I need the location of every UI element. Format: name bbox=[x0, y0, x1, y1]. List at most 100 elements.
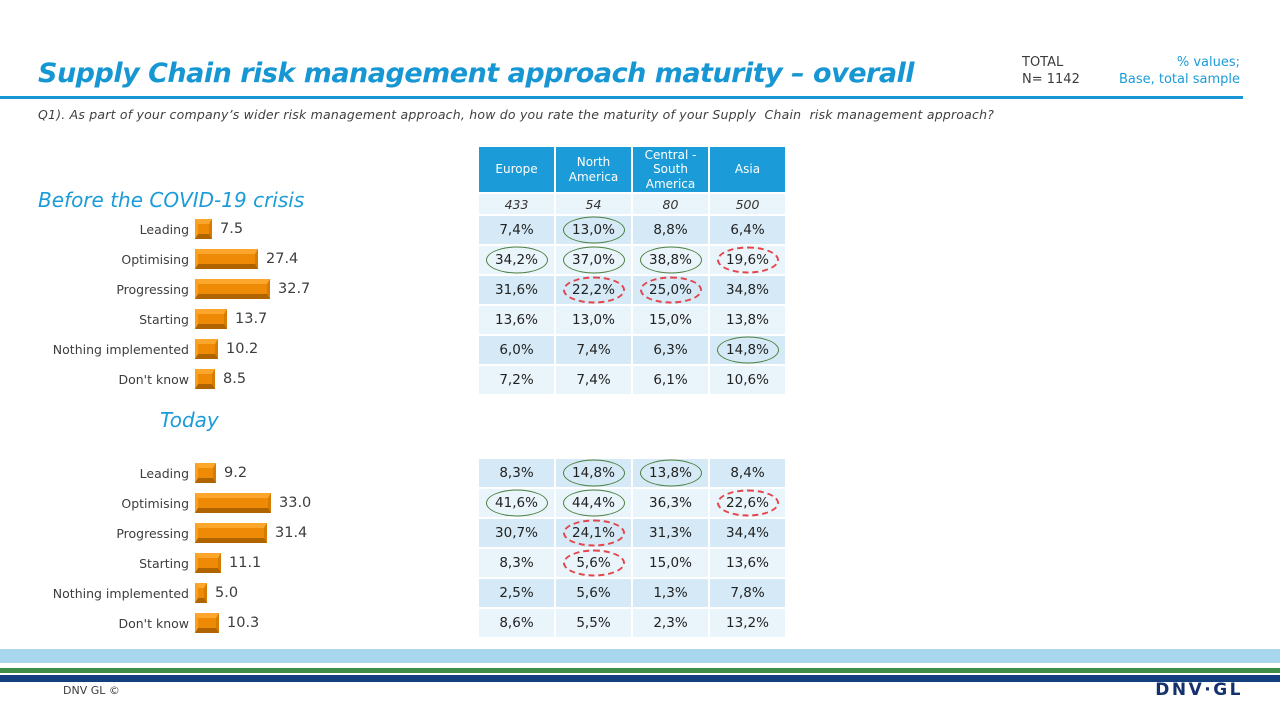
region-table-today: 8,3% 14,8% 13,8% 8,4% 41,6% 44,4% 36,3% 22,6% 30… bbox=[477, 457, 787, 639]
chart-row: Don't know 8.5 bbox=[38, 364, 468, 394]
percentage-value: 7,4% bbox=[576, 372, 611, 389]
title-underline bbox=[0, 96, 1243, 99]
table-row: 41,6% 44,4% 36,3% 22,6% bbox=[479, 489, 785, 517]
percentage-cell: 7,4% bbox=[479, 216, 554, 245]
percentage-cell: 2,3% bbox=[633, 609, 708, 637]
percentage-value: 10,6% bbox=[726, 372, 769, 389]
chart-row: Optimising 33.0 bbox=[38, 488, 468, 518]
percentage-cell: 8,4% bbox=[710, 459, 785, 487]
bar-value-label: 13.7 bbox=[235, 311, 268, 327]
bar-value-label: 27.4 bbox=[266, 251, 299, 267]
page-title: Supply Chain risk management approach ma… bbox=[38, 58, 915, 89]
percentage-cell: 31,6% bbox=[479, 276, 554, 305]
percentage-cell: 13,6% bbox=[479, 306, 554, 335]
percentage-cell: 41,6% bbox=[479, 489, 554, 517]
percentage-value: 7,8% bbox=[730, 585, 765, 601]
table-row: 7,4% 13,0% 8,8% 6,4% bbox=[479, 216, 785, 245]
table-row: 31,6% 22,2% 25,0% 34,8% bbox=[479, 276, 785, 305]
bar bbox=[195, 309, 227, 329]
percentage-cell: 8,3% bbox=[479, 549, 554, 577]
percentage-value: 37,0% bbox=[572, 252, 615, 269]
total-n-value: N= 1142 bbox=[1022, 72, 1080, 87]
section-title-before-covid: Before the COVID-19 crisis bbox=[38, 188, 305, 212]
bar-chart-today: Leading 9.2 Optimising 33.0 Progressing 31.4 S… bbox=[38, 458, 468, 638]
percentage-cell: 13,0% bbox=[556, 306, 631, 335]
percentage-value: 44,4% bbox=[572, 495, 615, 511]
percentage-cell: 6,1% bbox=[633, 366, 708, 395]
percentage-cell: 13,6% bbox=[710, 549, 785, 577]
bar bbox=[195, 339, 218, 359]
percentage-value: 1,3% bbox=[653, 585, 688, 601]
percentage-cell: 15,0% bbox=[633, 549, 708, 577]
bar bbox=[195, 553, 221, 573]
percentage-cell: 6,3% bbox=[633, 336, 708, 365]
percentage-value: 5,5% bbox=[576, 615, 611, 631]
percentage-value: 13,6% bbox=[726, 555, 769, 571]
bar-value-label: 7.5 bbox=[220, 221, 244, 237]
percentage-value: 14,8% bbox=[572, 465, 615, 481]
percentage-cell: 37,0% bbox=[556, 246, 631, 275]
percentage-value: 30,7% bbox=[495, 525, 538, 541]
percentage-value: 25,0% bbox=[649, 282, 692, 299]
bar-value-label: 32.7 bbox=[278, 281, 311, 297]
region-table-before-covid: Europe North America Central - South Ameri… bbox=[477, 145, 787, 396]
chart-row: Progressing 32.7 bbox=[38, 274, 468, 304]
percentage-value: 8,4% bbox=[730, 465, 765, 481]
percentage-value: 8,3% bbox=[499, 465, 534, 481]
bar-value-label: 10.2 bbox=[226, 341, 259, 357]
percentage-value: 13,0% bbox=[572, 312, 615, 329]
percentage-cell: 8,6% bbox=[479, 609, 554, 637]
percentage-cell: 7,4% bbox=[556, 366, 631, 395]
table-row: 8,3% 5,6% 15,0% 13,6% bbox=[479, 549, 785, 577]
percentage-cell: 7,2% bbox=[479, 366, 554, 395]
percentage-cell: 14,8% bbox=[710, 336, 785, 365]
percentage-cell: 22,6% bbox=[710, 489, 785, 517]
bar-chart-before-covid: Leading 7.5 Optimising 27.4 Progressing 32.7 S… bbox=[38, 214, 468, 394]
chart-row: Don't know 10.3 bbox=[38, 608, 468, 638]
bar-value-label: 5.0 bbox=[215, 585, 239, 601]
percentage-value: 14,8% bbox=[726, 342, 769, 359]
column-header: North America bbox=[556, 147, 631, 193]
total-label: TOTAL bbox=[1022, 55, 1064, 70]
percentage-cell: 25,0% bbox=[633, 276, 708, 305]
bar bbox=[195, 583, 207, 603]
percentage-value: 34,2% bbox=[495, 252, 538, 269]
table-row: 6,0% 7,4% 6,3% 14,8% bbox=[479, 336, 785, 365]
column-header: Central - South America bbox=[633, 147, 708, 193]
chart-row: Leading 9.2 bbox=[38, 458, 468, 488]
footer-stripe-lightblue bbox=[0, 649, 1280, 663]
footer-stripe-green bbox=[0, 668, 1280, 673]
bar bbox=[195, 463, 216, 483]
bar-category-label: Starting bbox=[139, 555, 189, 571]
bar-category-label: Starting bbox=[139, 311, 189, 327]
percentage-cell: 6,0% bbox=[479, 336, 554, 365]
percentage-cell: 5,5% bbox=[556, 609, 631, 637]
percentage-value: 6,0% bbox=[499, 342, 534, 359]
percentage-value: 36,3% bbox=[649, 495, 692, 511]
percentage-value: 2,5% bbox=[499, 585, 534, 601]
percentage-value: 22,2% bbox=[572, 282, 615, 299]
percentage-cell: 13,0% bbox=[556, 216, 631, 245]
bar bbox=[195, 249, 258, 269]
percentage-value: 6,1% bbox=[653, 372, 688, 389]
percentage-cell: 13,8% bbox=[710, 306, 785, 335]
bar-value-label: 8.5 bbox=[223, 371, 247, 387]
bar bbox=[195, 523, 267, 543]
percentage-cell: 38,8% bbox=[633, 246, 708, 275]
percentage-value: 5,6% bbox=[576, 585, 611, 601]
bar-value-label: 33.0 bbox=[279, 495, 312, 511]
bar-category-label: Nothing implemented bbox=[52, 341, 189, 357]
percentage-value: 8,3% bbox=[499, 555, 534, 571]
percentage-cell: 5,6% bbox=[556, 579, 631, 607]
base-value: 500 bbox=[710, 194, 785, 215]
percentage-cell: 34,4% bbox=[710, 519, 785, 547]
chart-row: Nothing implemented 10.2 bbox=[38, 334, 468, 364]
percentage-cell: 44,4% bbox=[556, 489, 631, 517]
bar-category-label: Optimising bbox=[121, 495, 189, 511]
percentage-value: 22,6% bbox=[726, 495, 769, 511]
section-title-today: Today bbox=[160, 408, 219, 432]
values-note: % values; Base, total sample bbox=[1119, 54, 1240, 88]
base-value: 54 bbox=[556, 194, 631, 215]
percentage-value: 7,4% bbox=[576, 342, 611, 359]
percentage-cell: 10,6% bbox=[710, 366, 785, 395]
